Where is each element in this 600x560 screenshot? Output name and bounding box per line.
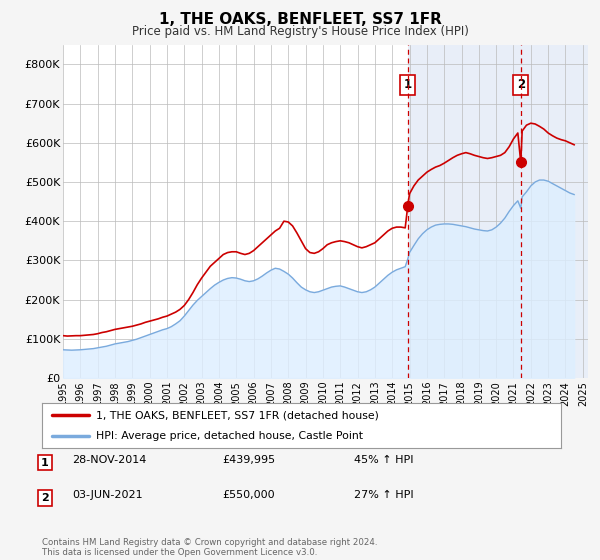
Text: 28-NOV-2014: 28-NOV-2014 [72, 455, 146, 465]
Text: HPI: Average price, detached house, Castle Point: HPI: Average price, detached house, Cast… [97, 431, 364, 441]
Text: 45% ↑ HPI: 45% ↑ HPI [354, 455, 413, 465]
Text: £550,000: £550,000 [222, 490, 275, 500]
Text: 2: 2 [41, 493, 49, 503]
Text: 27% ↑ HPI: 27% ↑ HPI [354, 490, 413, 500]
Text: 1, THE OAKS, BENFLEET, SS7 1FR (detached house): 1, THE OAKS, BENFLEET, SS7 1FR (detached… [97, 410, 379, 421]
Text: £439,995: £439,995 [222, 455, 275, 465]
Text: 03-JUN-2021: 03-JUN-2021 [72, 490, 143, 500]
Text: 2: 2 [517, 78, 525, 91]
Text: 1: 1 [41, 458, 49, 468]
Text: Price paid vs. HM Land Registry's House Price Index (HPI): Price paid vs. HM Land Registry's House … [131, 25, 469, 38]
Text: 1: 1 [404, 78, 412, 91]
Bar [408, 45, 588, 378]
Text: Contains HM Land Registry data © Crown copyright and database right 2024.
This d: Contains HM Land Registry data © Crown c… [42, 538, 377, 557]
Text: 1, THE OAKS, BENFLEET, SS7 1FR: 1, THE OAKS, BENFLEET, SS7 1FR [158, 12, 442, 27]
